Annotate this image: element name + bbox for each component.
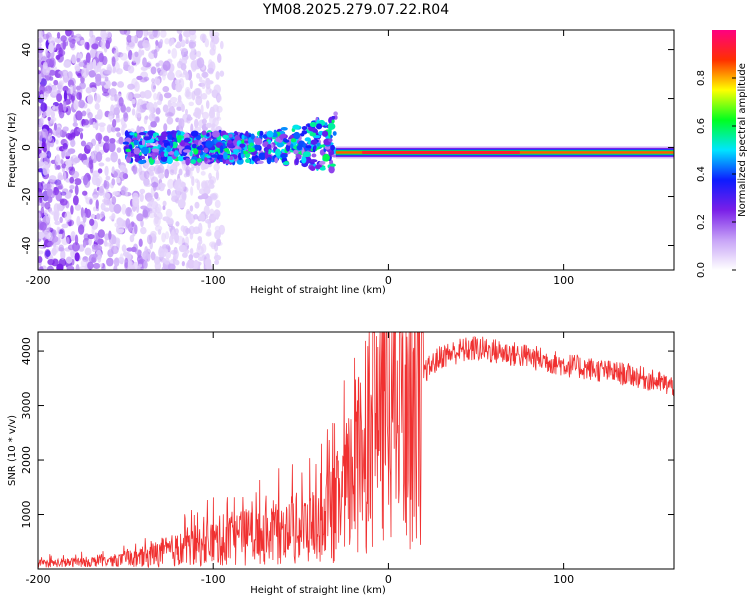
spectrogram-y-axis-label: Frequency (Hz) bbox=[7, 112, 18, 188]
colorbar-tick-label: 0.2 bbox=[696, 214, 707, 230]
spectrogram-y-tick-label: 20 bbox=[20, 92, 33, 106]
colorbar-ticks: 0.0 0.2 0.4 0.6 0.8 bbox=[696, 70, 736, 278]
snr-axes: -200 -100 0 100 1000 2000 3000 4000 bbox=[20, 332, 674, 586]
snr-x-tick-label: -100 bbox=[201, 573, 226, 586]
snr-y-axis-label: SNR (10 * v/v) bbox=[7, 415, 18, 486]
spectrogram-y-tick-label: 0 bbox=[20, 144, 33, 151]
spectrogram-plot-area bbox=[38, 30, 674, 270]
spectrogram-x-tick-label: 100 bbox=[553, 274, 574, 287]
snr-y-tick-label: 1000 bbox=[20, 501, 33, 529]
snr-y-tick-label: 3000 bbox=[20, 392, 33, 420]
colorbar: 0.0 0.2 0.4 0.6 0.8 Normalized spectral ampl… bbox=[696, 30, 748, 278]
snr-x-tick-label: -200 bbox=[26, 573, 51, 586]
snr-plot-area bbox=[38, 332, 674, 568]
snr-x-tick-label: 100 bbox=[553, 573, 574, 586]
spectrogram-y-tick-label: -40 bbox=[20, 237, 33, 255]
spectrogram-x-tick-label: -200 bbox=[26, 274, 51, 287]
snr-panel: -200 -100 0 100 1000 2000 3000 4000 Height of s… bbox=[7, 331, 675, 596]
spectrogram-y-tick-label: 40 bbox=[20, 43, 33, 57]
colorbar-gradient bbox=[712, 30, 736, 270]
spectrogram-x-tick-label: 0 bbox=[385, 274, 392, 287]
snr-frame bbox=[37, 331, 675, 570]
colorbar-tick-label: 0.4 bbox=[696, 166, 707, 182]
snr-x-axis-label: Height of straight line (km) bbox=[250, 585, 386, 596]
colorbar-tick-label: 0.8 bbox=[696, 70, 707, 86]
colorbar-tick-label: 0.0 bbox=[696, 262, 707, 278]
spectrogram-y-tick-label: -20 bbox=[20, 188, 33, 206]
spectrogram-x-axis-label: Height of straight line (km) bbox=[250, 285, 386, 296]
snr-x-tick-label: 0 bbox=[385, 573, 392, 586]
colorbar-label: Normalized spectral amplitude bbox=[737, 63, 748, 217]
colorbar-tick-label: 0.6 bbox=[696, 118, 707, 134]
snr-y-tick-label: 2000 bbox=[20, 446, 33, 474]
figure-title: YM08.2025.279.07.22.R04 bbox=[262, 2, 449, 18]
spectrogram-x-tick-label: -100 bbox=[201, 274, 226, 287]
snr-series-line bbox=[38, 332, 674, 568]
spectrogram-image bbox=[38, 30, 674, 270]
spectrogram-frame bbox=[37, 29, 675, 271]
snr-y-tick-label: 4000 bbox=[20, 337, 33, 365]
